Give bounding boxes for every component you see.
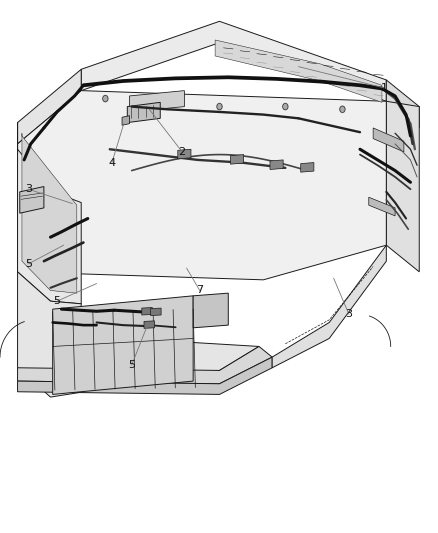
Polygon shape — [385, 101, 418, 272]
Polygon shape — [372, 128, 403, 152]
Polygon shape — [18, 346, 272, 384]
Polygon shape — [177, 149, 191, 159]
Polygon shape — [230, 155, 243, 164]
Text: 3: 3 — [345, 310, 352, 319]
Polygon shape — [144, 321, 154, 328]
Polygon shape — [22, 133, 77, 293]
Text: 5: 5 — [25, 259, 32, 269]
Polygon shape — [129, 91, 184, 112]
Circle shape — [216, 103, 222, 110]
Polygon shape — [18, 272, 258, 397]
Circle shape — [102, 95, 108, 102]
Polygon shape — [18, 69, 81, 144]
Polygon shape — [18, 91, 385, 280]
Polygon shape — [122, 116, 129, 125]
Circle shape — [282, 103, 287, 110]
Polygon shape — [53, 296, 193, 394]
Text: 4: 4 — [108, 158, 115, 167]
Polygon shape — [193, 293, 228, 328]
Text: 7: 7 — [196, 286, 203, 295]
Polygon shape — [127, 102, 160, 123]
Polygon shape — [141, 308, 152, 315]
Text: 2: 2 — [178, 147, 185, 157]
Polygon shape — [18, 123, 81, 304]
Polygon shape — [300, 163, 313, 172]
Polygon shape — [150, 308, 161, 316]
Polygon shape — [272, 245, 385, 368]
Polygon shape — [81, 21, 385, 101]
Polygon shape — [215, 40, 381, 102]
Text: 3: 3 — [25, 184, 32, 194]
Polygon shape — [269, 160, 283, 169]
Text: 5: 5 — [53, 296, 60, 306]
Polygon shape — [368, 197, 394, 216]
Polygon shape — [20, 187, 44, 213]
Polygon shape — [385, 80, 418, 128]
Text: 5: 5 — [128, 360, 135, 370]
Polygon shape — [18, 357, 272, 394]
Circle shape — [339, 106, 344, 112]
Text: 1: 1 — [380, 83, 387, 93]
